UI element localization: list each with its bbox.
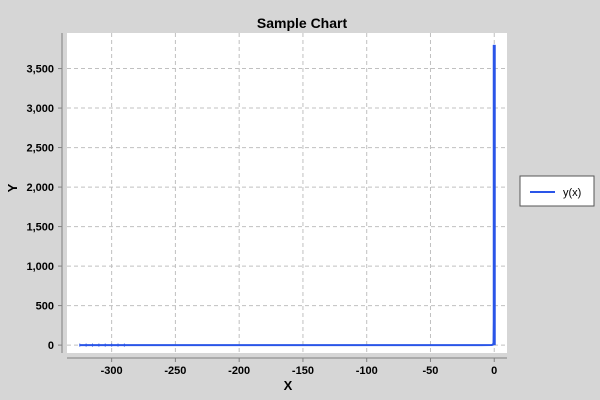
plot-background: [67, 33, 507, 353]
y-tick-label: 3,500: [26, 64, 54, 76]
y-tick-label: 1,000: [26, 261, 54, 273]
y-tick-label: 2,500: [26, 143, 54, 155]
x-tick-label: -250: [164, 365, 186, 377]
x-tick-label: -200: [228, 365, 250, 377]
x-tick-label: -50: [423, 365, 439, 377]
y-axis-label: Y: [5, 183, 20, 192]
y-tick-label: 500: [36, 301, 54, 313]
x-tick-label: 0: [491, 365, 497, 377]
y-axis: 0 500 1,000 1,500 2,000 2,500 3,000 3,500: [26, 33, 63, 353]
y-tick-label: 1,500: [26, 222, 54, 234]
chart-title: Sample Chart: [257, 15, 348, 31]
legend: y(x): [519, 175, 595, 207]
plot-area: [67, 33, 507, 353]
series-layer: [79, 44, 496, 347]
x-tick-label: -100: [356, 365, 378, 377]
y-tick-label: 0: [48, 340, 54, 352]
x-tick-label: -300: [101, 365, 123, 377]
y-tick-label: 3,000: [26, 103, 54, 115]
legend-label: y(x): [563, 187, 581, 199]
x-tick-label: -150: [292, 365, 314, 377]
y-tick-label: 2,000: [26, 182, 54, 194]
x-axis-label: X: [284, 378, 293, 393]
x-axis: -300 -250 -200 -150 -100 -50 0: [67, 357, 507, 377]
